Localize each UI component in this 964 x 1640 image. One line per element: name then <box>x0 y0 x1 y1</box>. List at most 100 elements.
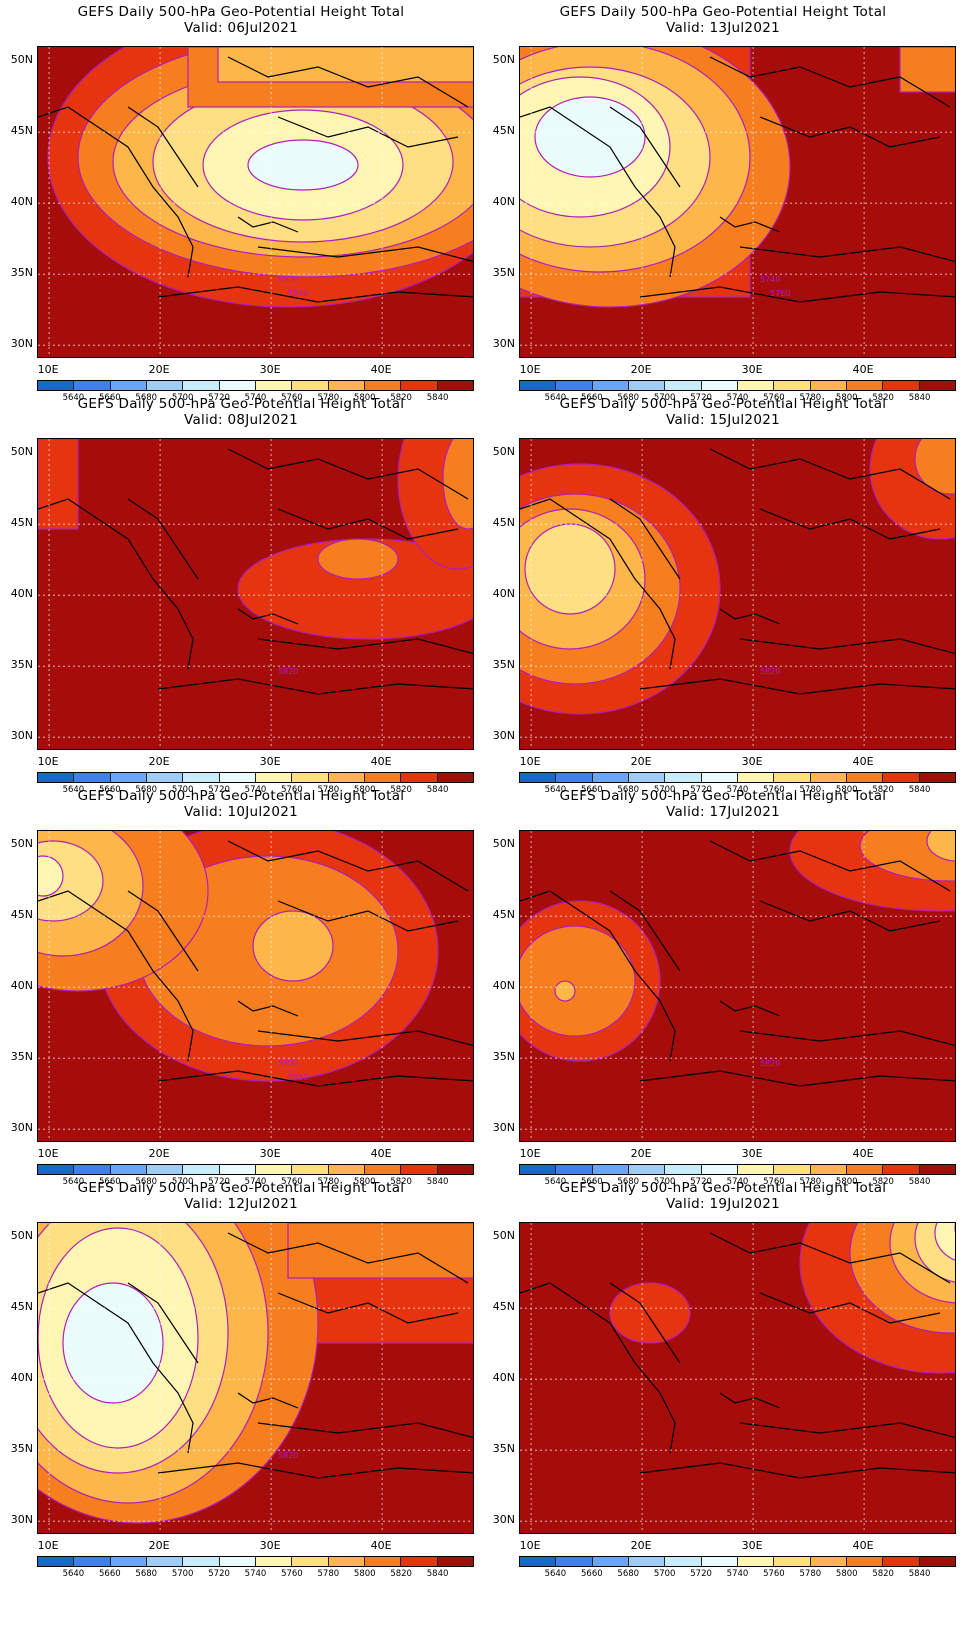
colorbar-swatch <box>592 381 629 390</box>
height-map: 5820 <box>519 438 956 750</box>
lon-tick-label: 40E <box>852 1147 874 1160</box>
colorbar-level-label: 5680 <box>617 1569 640 1579</box>
lat-tick-label: 45N <box>492 124 515 138</box>
colorbar-swatch <box>883 1557 920 1566</box>
lat-tick-label: 45N <box>10 124 33 138</box>
colorbar-level-label: 5800 <box>835 785 858 795</box>
lat-tick-label: 45N <box>10 908 33 922</box>
colorbar-level-label: 5840 <box>908 785 931 795</box>
height-map <box>519 1222 956 1534</box>
colorbar-swatch <box>810 1557 847 1566</box>
map-panel: GEFS Daily 500-hPa Geo-Potential Height … <box>0 1176 482 1586</box>
lat-tick-label: 30N <box>10 337 33 351</box>
colorbar-swatch <box>292 773 329 782</box>
contour-label: 5840 <box>288 289 308 298</box>
lat-tick-label: 45N <box>492 1300 515 1314</box>
lon-tick-label: 10E <box>37 1147 59 1160</box>
valid-date: Valid: 06Jul2021 <box>184 20 298 36</box>
colorbar-level-label: 5820 <box>872 393 894 403</box>
contour-band <box>252 910 334 982</box>
colorbar-swatch <box>437 381 473 390</box>
colorbar-level-label: 5680 <box>135 785 158 795</box>
lon-tick-label: 20E <box>630 1539 652 1552</box>
lat-tick-label: 50N <box>492 445 515 459</box>
colorbar-swatch <box>556 773 593 782</box>
lat-tick-label: 50N <box>492 53 515 67</box>
colorbar-swatch <box>592 1557 629 1566</box>
lon-tick-label: 30E <box>741 1539 763 1552</box>
colorbar-swatch <box>219 381 256 390</box>
lon-tick-label: 30E <box>259 363 281 376</box>
lon-tick-label: 20E <box>148 1539 170 1552</box>
contour-field: 5820 <box>520 439 955 749</box>
colorbar-level-label: 5800 <box>835 393 858 403</box>
panel-title: GEFS Daily 500-hPa Geo-Potential Height … <box>0 788 482 820</box>
colorbar-swatch <box>364 773 402 782</box>
colorbar-level-label: 5740 <box>726 1569 749 1579</box>
contour-field: 5820 <box>38 439 473 749</box>
colorbar-level-label: 5780 <box>317 1569 340 1579</box>
colorbar-level-label: 5700 <box>171 785 194 795</box>
colorbar-swatch <box>628 1557 666 1566</box>
lon-tick-label: 10E <box>37 363 59 376</box>
colorbar <box>37 1164 474 1175</box>
lat-tick-label: 35N <box>492 266 515 280</box>
contour-band <box>914 439 955 495</box>
map-panel: GEFS Daily 500-hPa Geo-Potential Height … <box>0 392 482 802</box>
colorbar-level-label: 5660 <box>581 1569 603 1579</box>
colorbar-level-label: 5640 <box>544 1569 567 1579</box>
colorbar-swatch <box>255 1557 293 1566</box>
lon-tick-label: 40E <box>370 1147 392 1160</box>
colorbar-swatch <box>38 1557 75 1566</box>
colorbar-level-label: 5840 <box>426 1177 449 1187</box>
colorbar-swatch <box>328 1165 365 1174</box>
title-line: GEFS Daily 500-hPa Geo-Potential Height … <box>77 1180 405 1196</box>
colorbar <box>519 772 956 783</box>
colorbar-level-label: 5780 <box>799 785 822 795</box>
colorbar-swatch <box>183 773 220 782</box>
colorbar-swatch <box>628 381 666 390</box>
lat-tick-label: 50N <box>492 837 515 851</box>
coastline <box>38 1232 473 1479</box>
valid-date: Valid: 08Jul2021 <box>184 412 298 428</box>
lon-tick-label: 10E <box>37 755 59 768</box>
colorbar-level-label: 5740 <box>726 1177 749 1187</box>
colorbar-level-label: 5760 <box>281 393 303 403</box>
colorbar-level-label: 5720 <box>208 1177 230 1187</box>
lat-tick-label: 40N <box>10 195 33 209</box>
colorbar-level-label: 5660 <box>581 393 603 403</box>
contour-band <box>954 1223 955 1233</box>
colorbar-swatch <box>74 1557 111 1566</box>
contour-band <box>934 1223 955 1261</box>
colorbar-swatch <box>146 381 184 390</box>
contour-label: 5760 <box>770 289 790 298</box>
contour-label: 5820 <box>760 667 780 676</box>
colorbar <box>37 1556 474 1567</box>
colorbar-swatch <box>292 1557 329 1566</box>
lon-tick-label: 30E <box>741 755 763 768</box>
colorbar <box>519 1556 956 1567</box>
colorbar-swatch <box>255 381 293 390</box>
colorbar-swatch <box>737 381 775 390</box>
colorbar-level-label: 5820 <box>390 393 412 403</box>
colorbar-level-label: 5840 <box>426 785 449 795</box>
colorbar-level-label: 5740 <box>726 393 749 403</box>
lat-tick-label: 30N <box>492 1513 515 1527</box>
colorbar-level-label: 5680 <box>617 785 640 795</box>
panel-title: GEFS Daily 500-hPa Geo-Potential Height … <box>0 4 482 36</box>
colorbar-swatch <box>146 1165 184 1174</box>
coastline <box>38 448 473 695</box>
contour-band <box>442 439 473 530</box>
lat-tick-label: 40N <box>492 1371 515 1385</box>
lat-tick-label: 30N <box>492 729 515 743</box>
colorbar-swatch <box>219 1557 256 1566</box>
lon-tick-label: 10E <box>519 755 541 768</box>
colorbar-swatch <box>701 1165 738 1174</box>
lat-tick-label: 50N <box>10 837 33 851</box>
colorbar-level-label: 5780 <box>317 393 340 403</box>
colorbar-level-label: 5680 <box>135 393 158 403</box>
panel-title: GEFS Daily 500-hPa Geo-Potential Height … <box>0 1180 482 1212</box>
colorbar-swatch <box>183 381 220 390</box>
colorbar-swatch <box>846 381 884 390</box>
colorbar-swatch <box>774 1557 811 1566</box>
